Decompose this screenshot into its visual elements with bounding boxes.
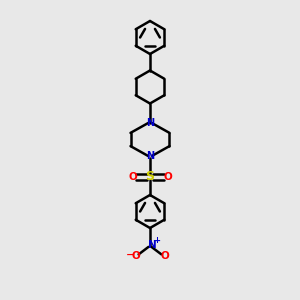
Text: −: − [125,250,135,260]
Text: O: O [131,251,140,261]
Text: O: O [128,172,137,182]
Text: N: N [146,118,154,128]
Text: S: S [146,170,154,184]
Text: N: N [146,151,154,161]
Text: +: + [153,236,160,245]
Text: O: O [163,172,172,182]
Text: O: O [160,251,169,261]
Text: N: N [148,239,157,250]
